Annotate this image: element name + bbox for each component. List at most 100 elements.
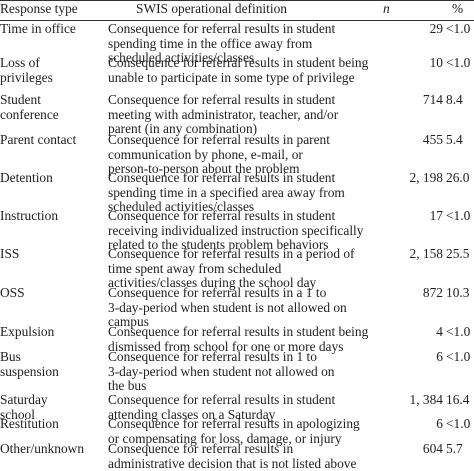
count-cell: 4 (436, 324, 443, 339)
definition-cell: Consequence for referral results in admin… (108, 441, 356, 471)
response-type-cell-line: conference (0, 106, 59, 122)
percent-cell: 10.3 (446, 285, 470, 300)
response-type-cell-line: school (0, 406, 35, 422)
response-type-cell: Detention (0, 170, 53, 186)
definition-cell: Consequence for referral results in stud… (108, 55, 369, 85)
definition-cell-line: dismissed from school for one or more da… (108, 338, 344, 354)
response-type-cell: Loss of privileges (0, 55, 53, 85)
count-cell: 872 (422, 285, 443, 300)
percent-cell: 5.7 (446, 441, 463, 456)
response-type-cell: Student conference (0, 92, 59, 122)
header-response-type: Response type (0, 1, 78, 16)
definition-cell-line: unable to participate in some type of pr… (108, 69, 355, 85)
definition-cell: Consequence for referral results in stud… (108, 324, 369, 354)
percent-cell: <1.0 (446, 208, 471, 223)
definition-cell: Consequence for referral results in stud… (108, 208, 364, 253)
count-cell: 29 (429, 21, 443, 36)
count-cell: 604 (422, 441, 443, 456)
response-type-cell-line: Bus (0, 349, 21, 364)
response-type-cell-line: Instruction (0, 208, 59, 223)
definition-cell-line: Consequence for referral results in stud… (108, 208, 336, 223)
definition-cell-line: Consequence for referral results in stud… (108, 324, 369, 339)
definition-cell-line: meeting with administrator, teacher, and… (108, 106, 339, 122)
count-cell: 1, 384 (409, 392, 443, 407)
count-cell: 2, 198 (409, 170, 443, 185)
definition-cell: Consequence for referral results in stud… (108, 170, 345, 215)
definition-cell-line: person-to-person about the problem (108, 161, 300, 177)
definition-cell-line: or compensating for loss, damage, or inj… (108, 430, 342, 446)
response-type-cell-line: Saturday (0, 392, 48, 407)
count-cell: 6 (436, 416, 443, 431)
definition-cell-line: Consequence for referral results in stud… (108, 55, 369, 70)
percent-cell: 25.5 (446, 246, 470, 261)
definition-cell-line: Consequence for referral results in stud… (108, 92, 336, 107)
response-type-cell: Time in office (0, 21, 76, 37)
count-cell: 714 (422, 92, 443, 107)
response-type-cell: Instruction (0, 208, 59, 224)
definition-cell-line: Consequence for referral results in pare… (108, 132, 330, 147)
definition-cell: Consequence for referral results in 1 to… (108, 349, 335, 394)
definition-cell-line: campus (108, 314, 149, 330)
definition-cell: Consequence for referral results in a 1 … (108, 285, 347, 330)
count-cell: 10 (429, 55, 443, 70)
definition-cell-line: communication by phone, e-mail, or (108, 146, 303, 162)
header-percent: % (452, 1, 464, 16)
definition-cell-line: receiving individualized instruction spe… (108, 222, 364, 238)
definition-cell-line: parent (in any combination) (108, 121, 258, 137)
header-definition: SWIS operational definition (136, 1, 287, 16)
percent-cell: <1.0 (446, 21, 471, 36)
definition-cell-line: Consequence for referral results in (108, 441, 294, 456)
response-type-cell-line: privileges (0, 69, 53, 85)
definition-cell-line: scheduled activities/classes (108, 199, 255, 215)
response-type-cell-line: Restitution (0, 416, 59, 431)
definition-cell-line: attending classes on a Saturday (108, 406, 276, 422)
definition-cell: Consequence for referral results in a pe… (108, 246, 355, 291)
response-type-cell: Expulsion (0, 324, 55, 340)
response-type-cell: ISS (0, 246, 20, 262)
percent-cell: 8.4 (446, 92, 463, 107)
response-type-cell-line: Detention (0, 170, 53, 185)
response-type-cell-line: Loss of (0, 55, 40, 70)
definition-cell-line: Consequence for referral results in stud… (108, 170, 336, 185)
count-cell: 6 (436, 349, 443, 364)
definition-cell-line: Consequence for referral results in apol… (108, 416, 360, 431)
count-cell: 455 (422, 132, 443, 147)
definition-cell: Consequence for referral results in stud… (108, 392, 336, 422)
definition-cell: Consequence for referral results in pare… (108, 132, 330, 177)
percent-cell: 16.4 (446, 392, 470, 407)
header-top-rule (0, 0, 474, 1)
response-type-cell: Parent contact (0, 132, 77, 148)
response-type-cell: Saturday school (0, 392, 48, 422)
definition-cell-line: Consequence for referral results in stud… (108, 392, 336, 407)
response-type-cell-line: ISS (0, 246, 20, 261)
definition-cell-line: related to the students problem behavior… (108, 237, 329, 253)
definition-cell-line: time spent away from scheduled (108, 260, 282, 276)
definition-cell-line: the bus (108, 378, 147, 394)
percent-cell: <1.0 (446, 55, 471, 70)
definition-cell: Consequence for referral results in apol… (108, 416, 360, 446)
definition-cell-line: 3-day-period when student is not allowed… (108, 299, 347, 315)
response-type-cell-line: Other/unknown (0, 441, 85, 456)
definition-cell-line: activities/classes during the school day (108, 275, 317, 291)
response-type-cell-line: Parent contact (0, 132, 77, 147)
definition-cell-line: spending time in a specified area away f… (108, 184, 345, 200)
response-type-cell-line: Expulsion (0, 324, 55, 339)
definition-cell: Consequence for referral results in stud… (108, 21, 336, 66)
header-n: n (383, 1, 390, 16)
response-type-cell-line: OSS (0, 285, 25, 300)
definition-cell-line: Consequence for referral results in stud… (108, 21, 336, 36)
response-type-cell-line: suspension (0, 363, 59, 379)
response-type-cell: Restitution (0, 416, 59, 432)
count-cell: 17 (429, 208, 443, 223)
count-cell: 2, 158 (409, 246, 443, 261)
definition-cell-line: spending time in the office away from (108, 35, 313, 51)
definition-cell-line: Consequence for referral results in 1 to (108, 349, 317, 364)
response-type-cell-line: Student (0, 92, 41, 107)
definition-cell: Consequence for referral results in stud… (108, 92, 339, 137)
percent-cell: <1.0 (446, 416, 471, 431)
definition-cell-line: Consequence for referral results in a pe… (108, 246, 355, 261)
percent-cell: <1.0 (446, 324, 471, 339)
definition-cell-line: scheduled activities/classes (108, 50, 255, 66)
percent-cell: <1.0 (446, 349, 471, 364)
definition-cell-line: 3-day-period when student not allowed on (108, 363, 335, 379)
